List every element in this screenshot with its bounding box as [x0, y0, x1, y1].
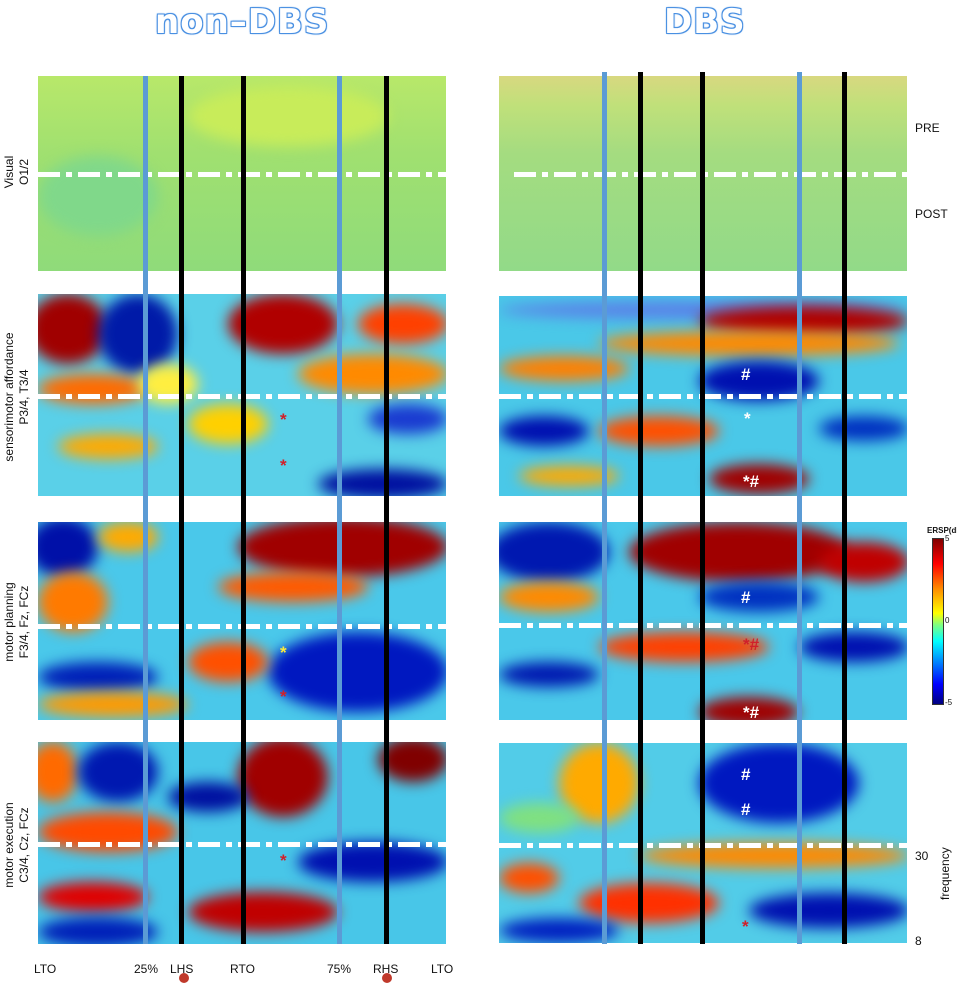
event-line-rhs-right [842, 72, 847, 944]
x-tick-lhs: LHS [170, 962, 194, 976]
x-tick-lto-end: LTO [431, 962, 454, 976]
colorbar-title: ERSP(dB) [927, 526, 957, 535]
significance-star-6: * [742, 917, 749, 936]
heel-strike-icon [179, 973, 189, 983]
row-label-sensorimotor-line2: P3/4, T3/4 [17, 369, 31, 425]
row-label-motor-execution-line2: C3/4, Cz, FCz [17, 807, 31, 883]
star-hash-marker-1: *# [743, 472, 760, 491]
significance-star-1: * [280, 410, 287, 429]
significance-star-3: * [280, 643, 287, 662]
row-label-visual-line2: O1/2 [17, 159, 31, 186]
x-tick-75pct: 75% [327, 962, 352, 976]
event-line-75pct-left [337, 76, 342, 944]
row-label-motor-planning-line1: motor planning [2, 582, 16, 662]
event-line-75pct-right [797, 72, 802, 944]
row-label-sensorimotor-line1: sensorimotor affordance [2, 332, 16, 462]
significance-star-4: * [280, 687, 287, 706]
freq-30-label: 30 [915, 849, 929, 863]
x-tick-rto: RTO [230, 962, 255, 976]
hash-marker-1: # [741, 365, 751, 384]
event-line-lhs-right [638, 72, 643, 944]
hash-marker-4: # [741, 800, 751, 819]
right-column-title: DBS [664, 2, 746, 42]
freq-8-label: 8 [915, 934, 922, 948]
left-column-title: non–DBS [155, 2, 330, 42]
pre-post-divider-right [514, 172, 907, 177]
row-label-visual: Visual O1/2 [2, 72, 32, 272]
event-line-rhs-left [384, 76, 389, 944]
event-line-25pct-left [143, 76, 148, 944]
event-line-lhs-left [179, 76, 184, 944]
significance-star-2: * [280, 456, 287, 475]
row-label-motor-planning: motor planning F3/4, Fz, FCz [2, 522, 32, 722]
x-tick-rhs: RHS [373, 962, 399, 976]
x-tick-lto-start: LTO [34, 962, 57, 976]
event-line-25pct-right [602, 72, 607, 944]
row-label-sensorimotor: sensorimotor affordance P3/4, T3/4 [2, 297, 32, 497]
colorbar-max: 5 [945, 534, 950, 543]
row-label-visual-line1: Visual [2, 155, 16, 189]
row-label-motor-execution-line1: motor execution [2, 802, 16, 888]
hash-marker-2: # [741, 588, 751, 607]
significance-star-5: * [280, 851, 287, 870]
colorbar-min: -5 [945, 698, 953, 707]
event-line-rto-right [700, 72, 705, 944]
colorbar [932, 538, 944, 705]
star-hash-marker-3: *# [743, 703, 760, 720]
pre-label: PRE [915, 121, 940, 135]
heel-strike-icon [382, 973, 392, 983]
event-line-rto-left [241, 76, 246, 944]
star-marker-1: * [744, 409, 751, 428]
post-label: POST [915, 207, 948, 221]
colorbar-mid: 0 [945, 616, 950, 625]
row-label-motor-planning-line2: F3/4, Fz, FCz [17, 585, 31, 659]
frequency-axis-label: frequency [938, 847, 952, 900]
hash-marker-3: # [741, 765, 751, 784]
row-label-motor-execution: motor execution C3/4, Cz, FCz [2, 745, 32, 945]
star-hash-marker-2: *# [743, 635, 760, 654]
x-tick-25pct: 25% [134, 962, 159, 976]
